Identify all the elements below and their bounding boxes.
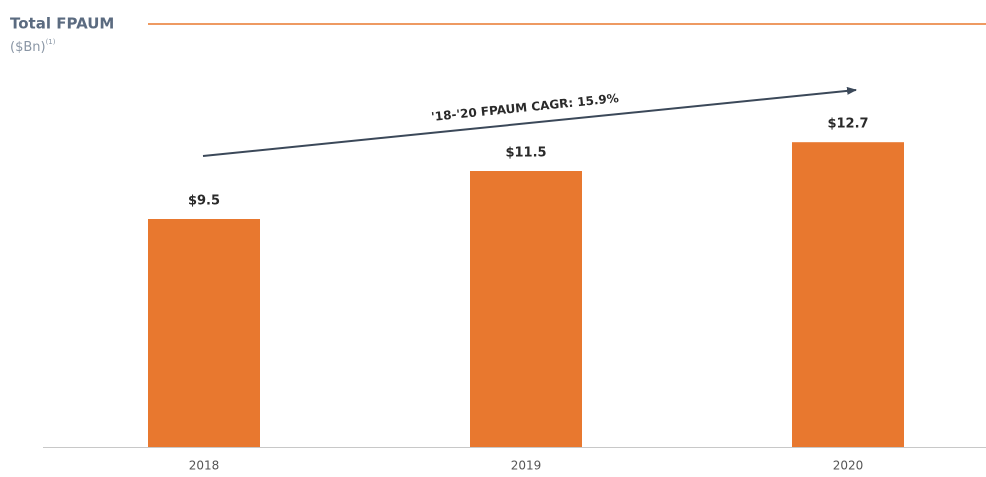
- x-tick-label: 2018: [189, 459, 220, 473]
- x-tick-label: 2020: [833, 459, 864, 473]
- subtitle-text: ($Bn): [10, 40, 46, 55]
- value-label: $9.5: [188, 194, 220, 209]
- chart-title: Total FPAUM: [10, 15, 114, 33]
- bar: [792, 142, 904, 447]
- footnote-marker: (1): [46, 38, 56, 46]
- x-tick-label: 2019: [511, 459, 542, 473]
- bar: [148, 219, 260, 447]
- value-label: $12.7: [827, 117, 868, 132]
- cagr-annotation: '18-'20 FPAUM CAGR: 15.9%: [431, 91, 620, 124]
- bar: [470, 171, 582, 447]
- cagr-arrow: [202, 86, 857, 157]
- subtitle: ($Bn)(1): [10, 38, 56, 55]
- value-label: $11.5: [505, 146, 546, 161]
